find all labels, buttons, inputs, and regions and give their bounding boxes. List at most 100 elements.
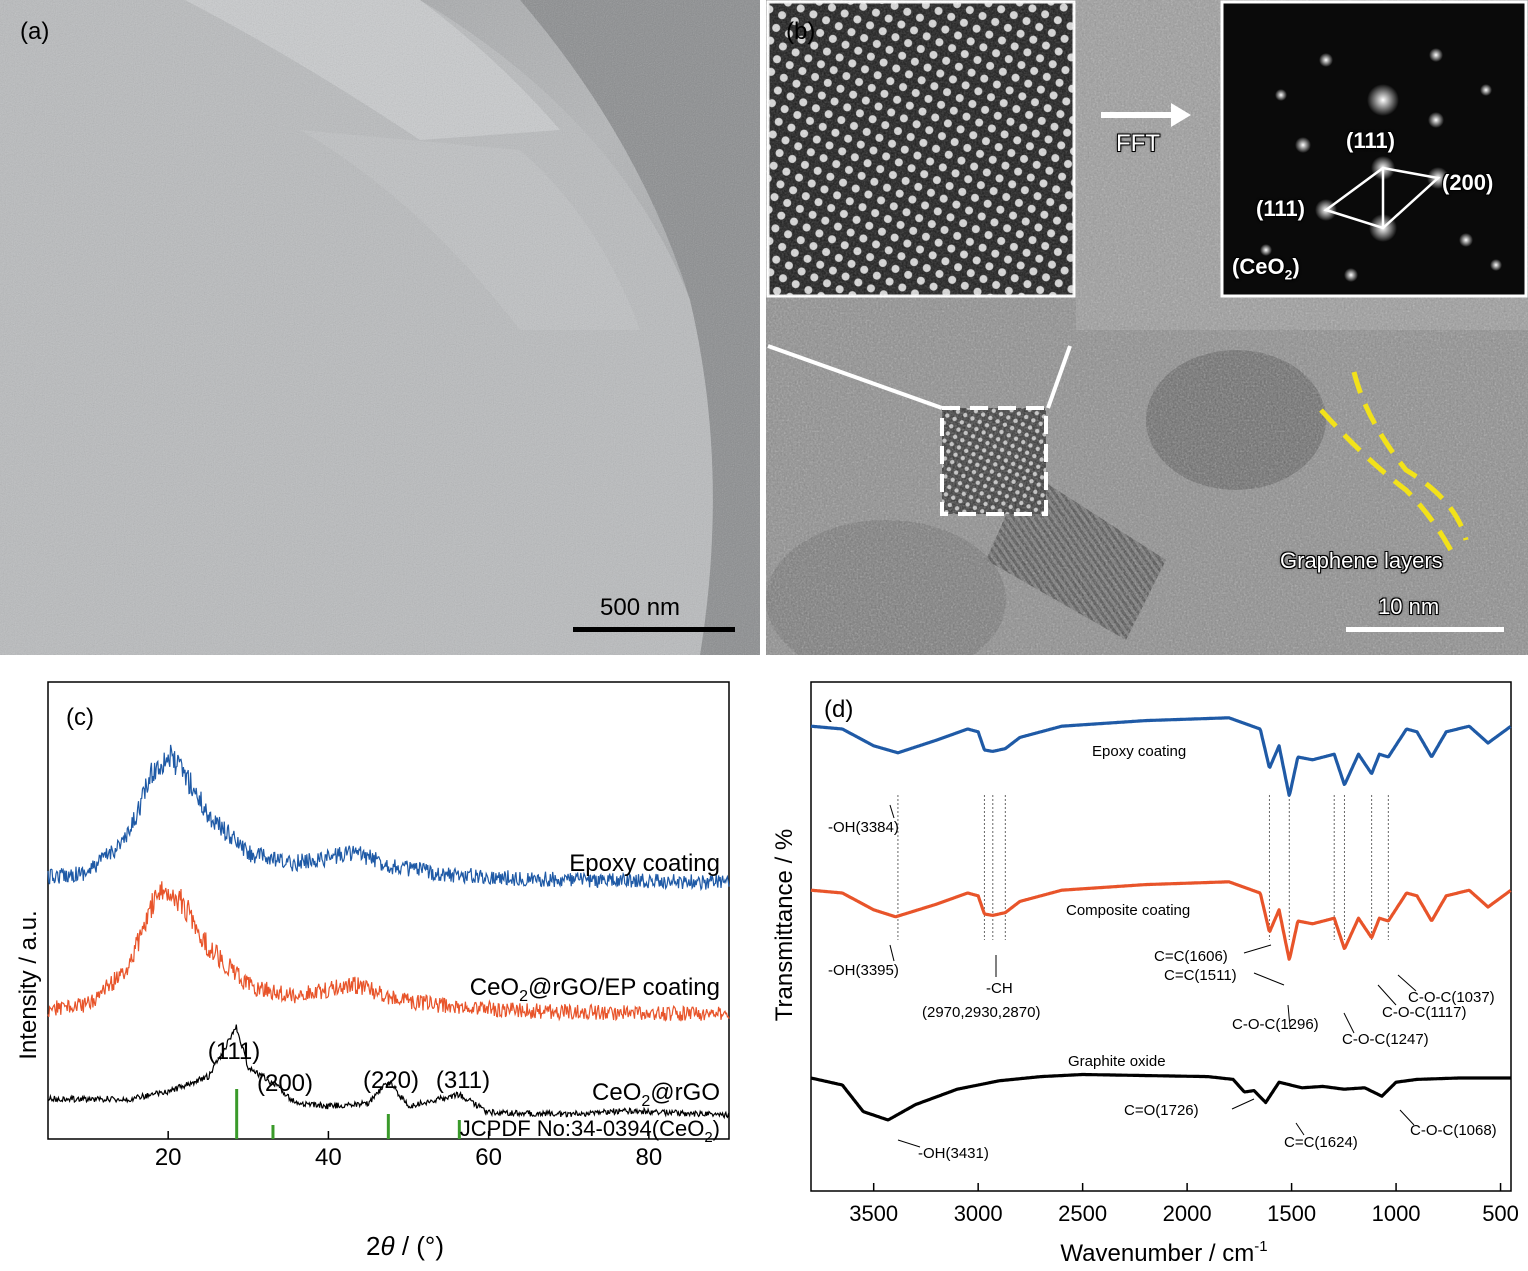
ftir-x-tick-label: 1000 xyxy=(1372,1201,1421,1226)
ftir-x-tick-label: 2500 xyxy=(1058,1201,1107,1226)
annotation-arrow xyxy=(1287,1004,1291,1028)
xrd-x-tick-label: 40 xyxy=(315,1144,342,1171)
xrd-curve-ceo2-rgo xyxy=(47,1024,730,1120)
xrd-label-composite: CeO2@rGO/EP coating xyxy=(470,974,720,1005)
phase-label-sub: 2 xyxy=(1284,266,1293,283)
annotation-arrow xyxy=(1397,974,1417,992)
graphene-layers-label: Graphene layers xyxy=(1280,548,1443,573)
xrd-chart: (c) Intensity / a.u. 2θ / (°) 20 40 60 80 E… xyxy=(15,681,730,1261)
xrd-label-composite-sub: 2 xyxy=(519,988,528,1005)
xrd-x-tick-label: 20 xyxy=(155,1144,182,1171)
xrd-label-epoxy: Epoxy coating xyxy=(569,850,720,877)
xrd-label-ceo2-pre: CeO xyxy=(592,1079,641,1106)
panel-a-tem-image: (a) 500 nm xyxy=(0,0,760,655)
ann-cc-1511: C=C(1511) xyxy=(1164,967,1237,984)
xrd-label-ceo2-sub: 2 xyxy=(641,1093,650,1110)
zoom-line-left xyxy=(767,344,943,410)
ann-oh-3384: -OH(3384) xyxy=(828,819,899,836)
scale-bar-label-a: 500 nm xyxy=(600,594,681,621)
hrtem-micrograph-b xyxy=(766,0,1528,655)
annotation-arrow xyxy=(897,1139,921,1148)
xrd-x-axis-label: 2θ / (°) xyxy=(366,1231,444,1261)
xrd-x-tick-label: 60 xyxy=(475,1144,502,1171)
ftir-x-tick-label: 3500 xyxy=(849,1201,898,1226)
fft-arrow-icon xyxy=(1171,103,1191,127)
fft-label: FFT xyxy=(1116,130,1160,157)
ftir-y-axis-label: Transmittance / % xyxy=(771,829,798,1022)
ftir-plot-frame xyxy=(810,681,1512,1192)
ftir-x-tick-label: 3000 xyxy=(954,1201,1003,1226)
ftir-label-graphite-oxide: Graphite oxide xyxy=(1068,1053,1166,1070)
ann-coc-1037: C-O-C(1037) xyxy=(1408,989,1495,1006)
annotation-arrow xyxy=(1377,984,1397,1006)
ann-coc-1068: C-O-C(1068) xyxy=(1410,1122,1497,1139)
ann-coc-1247: C-O-C(1247) xyxy=(1342,1031,1429,1048)
fft-spot-111-top: (111) xyxy=(1346,128,1395,153)
ftir-curve-graphite-oxide xyxy=(810,1072,1512,1122)
xrd-curve-epoxy xyxy=(47,744,730,892)
xrd-jcpdf-post: ) xyxy=(713,1116,720,1141)
ftir-x-axis-label: Wavenumber / cm-1 xyxy=(1060,1238,1267,1267)
ftir-label-composite: Composite coating xyxy=(1066,902,1190,919)
panel-d-label: (d) xyxy=(824,696,853,723)
scale-bar-a xyxy=(573,627,735,632)
xrd-jcpdf-sub: 2 xyxy=(704,1129,712,1146)
zoom-line-right xyxy=(1046,345,1072,409)
panel-b-label: (b) xyxy=(786,18,816,45)
xrd-label-composite-post: @rGO/EP coating xyxy=(528,974,720,1001)
panel-b-hrtem-image: (b) FFT (111) (200) (111) (CeO2) Graphen… xyxy=(766,0,1528,655)
phase-label: (CeO2) xyxy=(1232,254,1300,282)
annotation-arrow xyxy=(1343,1012,1355,1034)
ann-ch-values: (2970,2930,2870) xyxy=(922,1004,1040,1021)
annotation-arrow xyxy=(1295,1122,1305,1136)
ann-oh-3395: -OH(3395) xyxy=(828,962,899,979)
xrd-peak-200: (200) xyxy=(257,1070,313,1097)
panel-a-label: (a) xyxy=(20,18,50,45)
ann-ch: -CH xyxy=(986,980,1013,997)
xrd-label-jcpdf: JCPDF No:34-0394(CeO2) xyxy=(460,1116,720,1146)
panel-c-label: (c) xyxy=(66,704,94,731)
annotation-arrow xyxy=(1399,1109,1415,1126)
ann-co-1726: C=O(1726) xyxy=(1124,1102,1199,1119)
ftir-curve-composite xyxy=(810,880,1512,961)
ftir-x-tick-label: 1500 xyxy=(1267,1201,1316,1226)
fft-spot-111-left: (111) xyxy=(1256,196,1305,221)
ann-oh-3431: -OH(3431) xyxy=(918,1145,989,1162)
ftir-x-label-pre: Wavenumber / cm xyxy=(1060,1240,1254,1267)
ftir-x-tick-label: 2000 xyxy=(1163,1201,1212,1226)
selection-box xyxy=(940,406,1048,516)
xrd-label-composite-pre: CeO xyxy=(470,974,519,1001)
phase-label-suffix: ) xyxy=(1292,254,1300,279)
xrd-x-label-theta: θ xyxy=(380,1231,394,1261)
ftir-x-tick-label: 500 xyxy=(1482,1201,1519,1226)
ann-cc-1606: C=C(1606) xyxy=(1154,948,1228,965)
tem-micrograph-a xyxy=(0,0,760,655)
ftir-x-label-sup: -1 xyxy=(1254,1238,1267,1255)
xrd-jcpdf-pre: JCPDF No:34-0394(CeO xyxy=(460,1116,705,1141)
scale-bar-b xyxy=(1346,627,1504,632)
scale-bar-label-b: 10 nm xyxy=(1378,594,1440,619)
annotation-arrow xyxy=(1243,944,1272,954)
xrd-peak-311: (311) xyxy=(436,1067,490,1094)
ftir-label-epoxy: Epoxy coating xyxy=(1092,743,1186,760)
ann-coc-1117: C-O-C(1117) xyxy=(1382,1004,1466,1021)
xrd-x-label-prefix: 2 xyxy=(366,1231,380,1261)
phase-label-prefix: (CeO xyxy=(1232,254,1285,279)
annotation-arrow xyxy=(889,804,895,819)
xrd-curve-composite xyxy=(47,881,730,1022)
xrd-peak-220: (220) xyxy=(363,1067,419,1094)
xrd-peak-111: (111) xyxy=(208,1038,260,1065)
xrd-label-ceo2-post: @rGO xyxy=(650,1079,720,1106)
annotation-arrow xyxy=(1231,1098,1255,1110)
annotation-arrow xyxy=(1253,972,1285,986)
annotation-arrow xyxy=(889,944,895,962)
fft-spot-200: (200) xyxy=(1442,170,1494,195)
graphene-boundary-line xyxy=(1351,371,1469,541)
ftir-chart: (d) Transmittance / % Wavenumber / cm-1 … xyxy=(771,681,1519,1267)
xrd-label-ceo2-rgo: CeO2@rGO xyxy=(592,1079,720,1110)
ftir-curve-epoxy xyxy=(810,716,1512,797)
ann-cc-1624: C=C(1624) xyxy=(1284,1134,1358,1151)
xrd-x-label-suffix: / (°) xyxy=(395,1231,444,1261)
xrd-x-tick-label: 80 xyxy=(636,1144,663,1171)
ann-coc-1296: C-O-C(1296) xyxy=(1232,1016,1319,1033)
